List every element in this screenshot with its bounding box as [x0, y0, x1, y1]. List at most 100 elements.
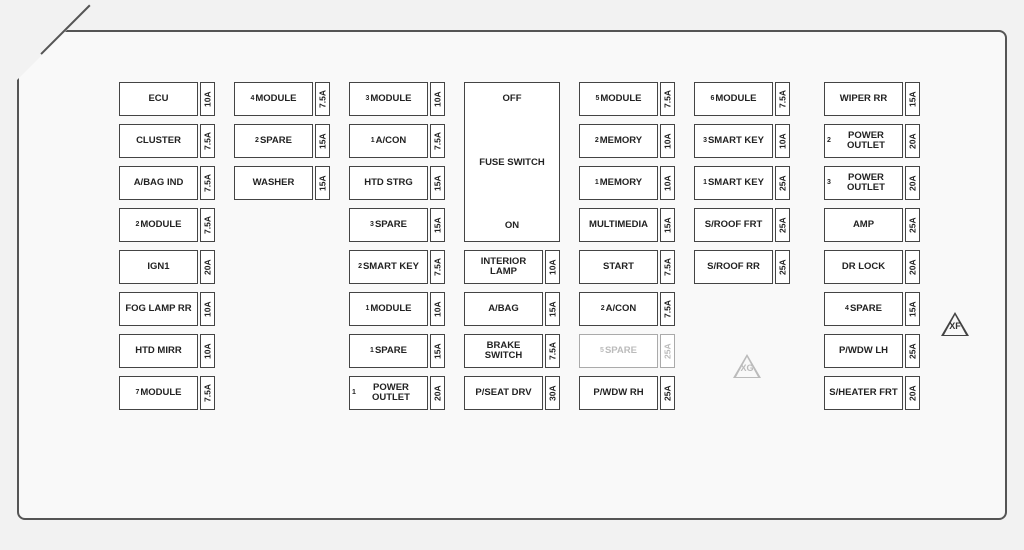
- fuse-name: 2SMART KEY: [349, 250, 428, 284]
- fuse-name: 2A/CON: [579, 292, 658, 326]
- fuse-amp: 10A: [200, 82, 215, 116]
- fuse-cell: WASHER 15A: [234, 166, 330, 200]
- fuse-name: MULTIMEDIA: [579, 208, 658, 242]
- fuse-name: 5MODULE: [579, 82, 658, 116]
- fuse-cell: AMP25A: [824, 208, 920, 242]
- fuse-label: SMART KEY: [708, 178, 764, 188]
- fuse-label: BRAKE SWITCH: [467, 341, 540, 362]
- fuse-cell: 1MODULE10A: [349, 292, 445, 326]
- fuse-cell: 3MODULE10A: [349, 82, 445, 116]
- fuse-cell: 7MODULE7.5A: [119, 376, 215, 410]
- fuse-amp: 20A: [430, 376, 445, 410]
- fuse-amp: 15A: [315, 166, 330, 200]
- fuse-label: P/WDW LH: [839, 346, 888, 356]
- fuse-label: HTD MIRR: [135, 346, 181, 356]
- fuse-cell: HTD MIRR10A: [119, 334, 215, 368]
- switch-mid: FUSE SWITCH: [479, 157, 544, 168]
- fuse-label: MODULE: [370, 94, 411, 104]
- fuse-cell: 1SMART KEY25A: [694, 166, 790, 200]
- fuse-name: 3POWER OUTLET: [824, 166, 903, 200]
- fuse-name: 1MEMORY: [579, 166, 658, 200]
- fuse-amp: 20A: [905, 250, 920, 284]
- marker-triangle: XG: [731, 352, 763, 380]
- fuse-label: MODULE: [140, 388, 181, 398]
- fuse-name: 1POWER OUTLET: [349, 376, 428, 410]
- fuse-label: A/BAG IND: [134, 178, 184, 188]
- fuse-label: SPARE: [375, 220, 407, 230]
- fuse-cell: 5MODULE7.5A: [579, 82, 675, 116]
- fuse-amp: 25A: [905, 208, 920, 242]
- fuse-name: 4SPARE: [824, 292, 903, 326]
- fuse-amp: 20A: [905, 124, 920, 158]
- fuse-name: 1MODULE: [349, 292, 428, 326]
- fuse-label: MEMORY: [600, 178, 642, 188]
- fuse-name: FOG LAMP RR: [119, 292, 198, 326]
- fuse-cell: S/ROOF FRT 25A: [694, 208, 790, 242]
- fuse-amp: 20A: [905, 166, 920, 200]
- fuse-label: A/CON: [376, 136, 407, 146]
- fuse-amp: 7.5A: [200, 124, 215, 158]
- switch-top: OFF: [503, 93, 522, 104]
- fuse-name: 1SMART KEY: [694, 166, 773, 200]
- fuse-cell: FOG LAMP RR 10A: [119, 292, 215, 326]
- fuse-amp: 25A: [905, 334, 920, 368]
- fuse-amp: 7.5A: [200, 208, 215, 242]
- fuse-label: POWER OUTLET: [832, 173, 900, 194]
- fuse-cell: 3POWER OUTLET20A: [824, 166, 920, 200]
- fuse-label: FOG LAMP RR: [125, 304, 191, 314]
- fuse-amp: 10A: [200, 292, 215, 326]
- marker-triangle: XF: [939, 310, 971, 338]
- switch-bot: ON: [505, 220, 519, 231]
- fuse-label: S/ROOF FRT: [705, 220, 763, 230]
- fuse-label: A/BAG: [488, 304, 519, 314]
- fuse-amp: 7.5A: [200, 376, 215, 410]
- fuse-amp: 7.5A: [660, 250, 675, 284]
- fuse-cell: INTERIOR LAMP10A: [464, 250, 560, 284]
- fuse-amp: 30A: [545, 376, 560, 410]
- fuse-cell: 5SPARE25A: [579, 334, 675, 368]
- fuse-name: CLUSTER: [119, 124, 198, 158]
- fuse-cell: P/WDW LH 25A: [824, 334, 920, 368]
- fuse-label: CLUSTER: [136, 136, 181, 146]
- fuse-name: START: [579, 250, 658, 284]
- fuse-name: P/SEAT DRV: [464, 376, 543, 410]
- fuse-amp: 15A: [545, 292, 560, 326]
- fuse-name: HTD MIRR: [119, 334, 198, 368]
- fuse-name: WIPER RR: [824, 82, 903, 116]
- fuse-name: WASHER: [234, 166, 313, 200]
- fuse-label: SPARE: [260, 136, 292, 146]
- fuse-label: SMART KEY: [363, 262, 419, 272]
- fuse-cell: 1SPARE15A: [349, 334, 445, 368]
- fuse-name: 6MODULE: [694, 82, 773, 116]
- fuse-label: MODULE: [600, 94, 641, 104]
- fuse-name: INTERIOR LAMP: [464, 250, 543, 284]
- fuse-label: IGN1: [147, 262, 169, 272]
- fuse-cell: BRAKE SWITCH 7.5A: [464, 334, 560, 368]
- fuse-label: S/ROOF RR: [707, 262, 760, 272]
- fuse-cell: 3SMART KEY10A: [694, 124, 790, 158]
- fuse-amp: 7.5A: [775, 82, 790, 116]
- fuse-name: HTD STRG: [349, 166, 428, 200]
- fuse-cell: CLUSTER 7.5A: [119, 124, 215, 158]
- fuse-cell: START7.5A: [579, 250, 675, 284]
- fuse-name: 4MODULE: [234, 82, 313, 116]
- fuse-amp: 7.5A: [545, 334, 560, 368]
- fuse-cell: 2SPARE15A: [234, 124, 330, 158]
- fuse-amp: 10A: [430, 82, 445, 116]
- fuse-name: 1A/CON: [349, 124, 428, 158]
- fuse-name: 2MODULE: [119, 208, 198, 242]
- fuse-label: MODULE: [370, 304, 411, 314]
- fuse-name: 2MEMORY: [579, 124, 658, 158]
- fuse-amp: 15A: [430, 208, 445, 242]
- fuse-cell: S/ROOF RR25A: [694, 250, 790, 284]
- fuse-amp: 25A: [775, 208, 790, 242]
- fuse-amp: 7.5A: [200, 166, 215, 200]
- fuse-amp: 15A: [905, 292, 920, 326]
- fuse-name: P/WDW LH: [824, 334, 903, 368]
- fuse-label: INTERIOR LAMP: [467, 257, 540, 278]
- fuse-amp: 7.5A: [660, 292, 675, 326]
- fuse-label: WASHER: [253, 178, 295, 188]
- fuse-name: S/ROOF RR: [694, 250, 773, 284]
- fuse-switch-box: OFF FUSE SWITCH ON: [464, 82, 560, 242]
- fuse-panel: ECU10ACLUSTER7.5AA/BAG IND7.5A2MODULE7.5…: [17, 30, 1007, 520]
